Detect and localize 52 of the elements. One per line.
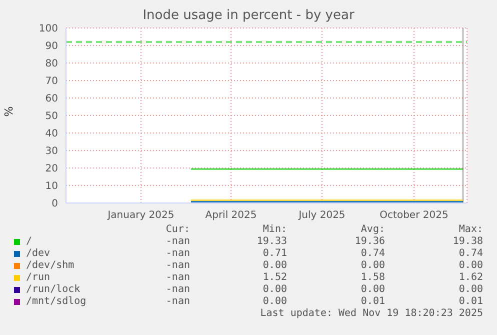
text: -nan [166,260,190,271]
text: 0.00 [262,260,287,271]
y-tick-label: 40 [45,128,58,140]
y-tick-label: 50 [45,111,58,122]
text: 0.00 [360,284,385,295]
legend-label: /run/lock [26,284,80,295]
text: Last update: Wed Nov 19 18:20:23 2025 [260,308,483,319]
text: -nan [166,296,190,307]
y-tick-label: 30 [45,146,58,158]
text: 0.01 [458,296,483,307]
y-tick-label: 100 [38,24,58,35]
y-tick-label: 60 [45,94,58,105]
text: Cur: [166,224,190,235]
x-tick-label: January 2025 [106,210,174,222]
legend-label: /dev/shm [26,260,74,271]
y-axis-title: % [2,106,16,117]
text: -nan [166,284,190,295]
x-tick-label: October 2025 [380,210,448,222]
text: 19.36 [354,236,385,247]
chart-title: Inode usage in percent - by year [142,8,356,23]
text: 0.74 [458,248,483,259]
text: Avg: [360,224,385,235]
text: -nan [166,272,190,283]
y-tick-label: 70 [45,76,58,88]
text: 0.00 [262,296,287,307]
text: Min: [262,224,287,235]
legend-label: /mnt/sdlog [26,296,86,307]
y-tick-label: 80 [45,58,58,70]
text: 19.33 [256,236,287,247]
text: Max: [458,224,483,235]
x-tick-label: April 2025 [205,210,257,222]
text: 0.71 [262,248,287,259]
y-tick-label: 20 [45,164,58,175]
text: 0.00 [360,260,385,271]
y-tick-label: 0 [52,198,58,210]
text: 1.58 [360,272,385,283]
y-tick-label: 90 [45,41,58,52]
text: -nan [166,248,190,259]
x-tick-label: July 2025 [298,210,346,222]
text: 0.01 [360,296,385,307]
text: 19.38 [452,236,483,247]
text: 0.00 [262,284,287,295]
legend-label: /run [26,272,50,283]
legend-label: /dev [26,248,50,259]
text: 0.00 [458,260,483,271]
legend-label: / [26,236,32,247]
y-tick-label: 10 [45,181,58,192]
text: 1.52 [262,272,287,283]
text: 1.62 [458,272,483,283]
text: -nan [166,236,190,247]
text: 0.74 [360,248,385,259]
text: 0.00 [458,284,483,295]
